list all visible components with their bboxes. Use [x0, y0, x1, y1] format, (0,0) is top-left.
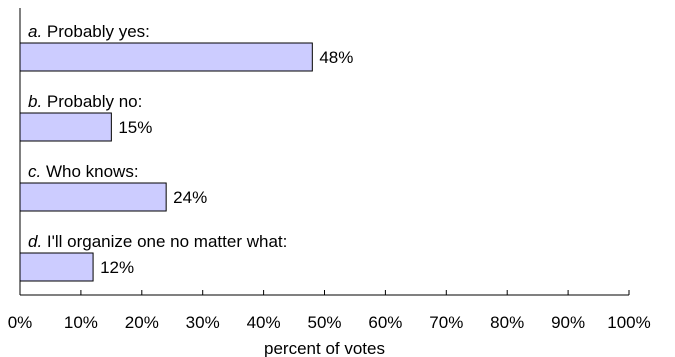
x-tick-label: 50%	[307, 313, 341, 332]
x-tick-label: 0%	[8, 313, 33, 332]
category-prefix: d.	[28, 232, 42, 251]
x-tick-label: 100%	[607, 313, 650, 332]
category-text: I'll organize one no matter what:	[42, 232, 287, 251]
x-tick-label: 60%	[368, 313, 402, 332]
category-prefix: a.	[28, 22, 42, 41]
bar	[19, 182, 167, 212]
category-label: b. Probably no:	[28, 92, 142, 111]
value-label: 15%	[118, 118, 152, 137]
x-tick-label: 70%	[429, 313, 463, 332]
category-prefix: b.	[28, 92, 42, 111]
x-tick-label: 30%	[186, 313, 220, 332]
value-label: 24%	[173, 188, 207, 207]
category-text: Probably yes:	[42, 22, 150, 41]
x-tick-label: 80%	[490, 313, 524, 332]
bar	[19, 252, 94, 282]
value-label: 12%	[100, 258, 134, 277]
category-text: Probably no:	[42, 92, 142, 111]
bar	[19, 42, 313, 72]
x-tick-label: 90%	[551, 313, 585, 332]
category-label: c. Who knows:	[28, 162, 139, 181]
value-label: 48%	[319, 48, 353, 67]
bars-layer	[19, 42, 313, 282]
bar	[19, 112, 112, 142]
x-tick-label: 10%	[64, 313, 98, 332]
x-ticks-layer: 0% 10% 20% 30% 40% 50% 60% 70% 80% 90% 100%	[8, 290, 651, 332]
x-axis-title: percent of votes	[264, 339, 385, 357]
category-prefix: c.	[28, 162, 41, 181]
x-tick-label: 40%	[247, 313, 281, 332]
x-tick-label: 20%	[125, 313, 159, 332]
category-label: a. Probably yes:	[28, 22, 150, 41]
labels-layer: a. Probably yes: 48% b. Probably no: 15% c. …	[28, 22, 353, 277]
category-text: Who knows:	[41, 162, 138, 181]
category-label: d. I'll organize one no matter what:	[28, 232, 287, 251]
